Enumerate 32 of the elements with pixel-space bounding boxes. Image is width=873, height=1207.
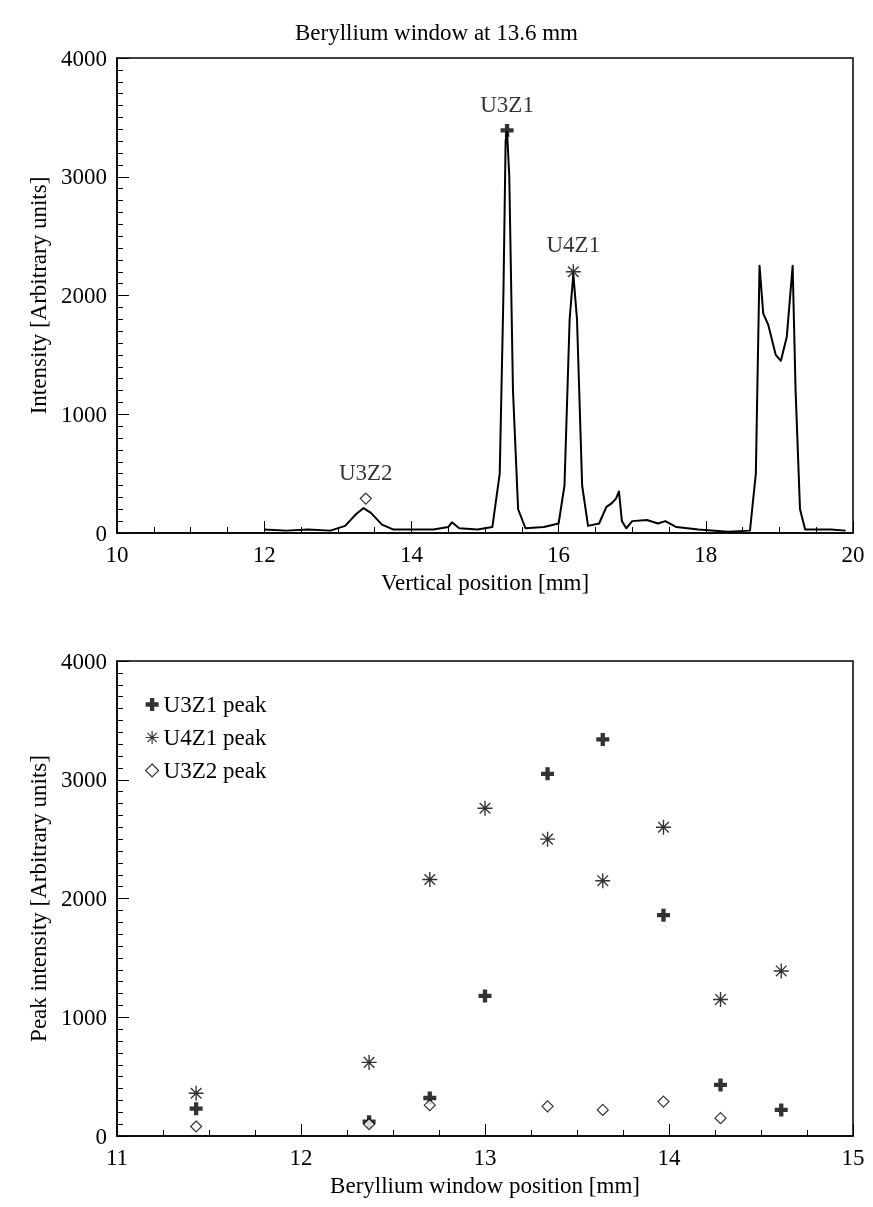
chart-title: Beryllium window at 13.6 mm: [294, 20, 579, 45]
y-tick-label: 1000: [61, 401, 107, 427]
x-tick-label: 14: [399, 542, 424, 567]
y-axis-title: Peak intensity [Arbitrary units]: [26, 755, 52, 1042]
x-tick-label: 11: [105, 1145, 129, 1170]
x-tick-label: 13: [473, 1145, 497, 1170]
x-axis-title: Beryllium window position [mm]: [330, 1172, 640, 1198]
y-tick-label: 1000: [61, 1004, 107, 1030]
y-tick-label: 2000: [61, 886, 107, 911]
y-tick-label: 3000: [61, 767, 107, 793]
x-tick-label: 12: [289, 1145, 313, 1170]
x-tick-label: 16: [547, 542, 571, 567]
x-tick-label: 20: [841, 542, 865, 567]
x-tick-label: 14: [657, 1145, 681, 1170]
series-label: U3Z1: [480, 91, 534, 117]
x-tick-label: 15: [841, 1145, 865, 1170]
y-tick-label: 4000: [61, 45, 107, 71]
x-tick-label: 12: [252, 542, 276, 567]
y-tick-label: 0: [95, 520, 107, 546]
y-tick-label: 4000: [61, 648, 107, 674]
series-label: U4Z1: [546, 232, 601, 258]
y-tick-label: 0: [95, 1123, 107, 1149]
legend-label: U3Z2 peak: [163, 758, 267, 783]
y-tick-label: 2000: [61, 283, 107, 308]
y-axis-title: Intensity [Arbitrary units]: [26, 176, 52, 415]
x-tick-label: 10: [105, 542, 129, 567]
y-tick-label: 3000: [61, 164, 107, 190]
series-label: U3Z2: [338, 460, 393, 486]
legend-label: U3Z1 peak: [163, 692, 267, 717]
legend-label: U4Z1 peak: [163, 725, 267, 750]
x-axis-title: Vertical position [mm]: [380, 569, 590, 595]
x-tick-label: 18: [694, 542, 718, 567]
